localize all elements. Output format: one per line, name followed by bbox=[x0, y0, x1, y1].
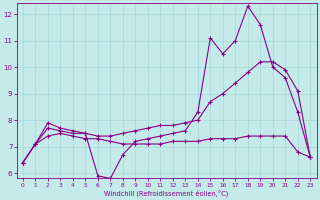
X-axis label: Windchill (Refroidissement éolien,°C): Windchill (Refroidissement éolien,°C) bbox=[104, 189, 229, 197]
